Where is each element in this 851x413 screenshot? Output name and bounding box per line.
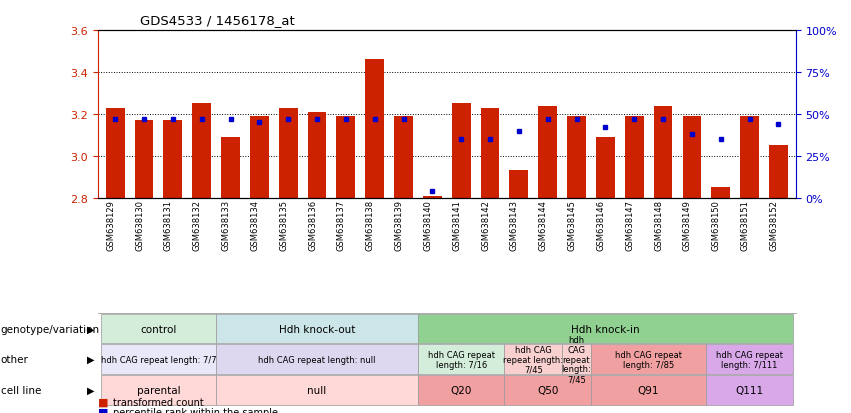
Text: ■: ■ xyxy=(98,407,108,413)
Bar xyxy=(250,117,269,198)
Text: hdh CAG repeat length: null: hdh CAG repeat length: null xyxy=(258,355,376,364)
Text: Q50: Q50 xyxy=(537,385,558,395)
Text: GSM638143: GSM638143 xyxy=(510,200,519,251)
Bar xyxy=(510,171,528,198)
Bar xyxy=(683,117,701,198)
Text: GSM638140: GSM638140 xyxy=(423,200,432,250)
Text: GSM638137: GSM638137 xyxy=(337,200,346,251)
Text: GSM638142: GSM638142 xyxy=(481,200,490,250)
Bar xyxy=(163,121,182,198)
Bar xyxy=(106,108,124,198)
Text: null: null xyxy=(307,385,327,395)
Text: other: other xyxy=(1,354,29,364)
Text: GSM638139: GSM638139 xyxy=(395,200,403,251)
Text: GSM638145: GSM638145 xyxy=(568,200,576,250)
Text: Q111: Q111 xyxy=(735,385,763,395)
Text: control: control xyxy=(140,324,177,334)
Text: GSM638150: GSM638150 xyxy=(711,200,721,250)
Bar xyxy=(336,117,355,198)
Text: GSM638151: GSM638151 xyxy=(740,200,750,250)
Text: hdh CAG repeat
length: 7/16: hdh CAG repeat length: 7/16 xyxy=(428,350,494,369)
Text: parental: parental xyxy=(137,385,180,395)
Text: ▶: ▶ xyxy=(88,385,94,395)
Bar xyxy=(423,196,442,198)
Text: GSM638148: GSM638148 xyxy=(654,200,663,251)
Bar xyxy=(711,188,730,198)
Text: hdh CAG
repeat length:
7/45: hdh CAG repeat length: 7/45 xyxy=(503,345,563,373)
Text: GSM638138: GSM638138 xyxy=(366,200,374,251)
Text: Q91: Q91 xyxy=(638,385,660,395)
Text: transformed count: transformed count xyxy=(113,397,204,407)
Text: ■: ■ xyxy=(98,397,108,407)
Text: Q20: Q20 xyxy=(450,385,472,395)
Bar xyxy=(596,138,614,198)
Text: GSM638147: GSM638147 xyxy=(625,200,634,251)
Text: hdh CAG repeat length: 7/7: hdh CAG repeat length: 7/7 xyxy=(100,355,216,364)
Bar xyxy=(192,104,211,198)
Bar xyxy=(654,106,672,198)
Text: GSM638132: GSM638132 xyxy=(192,200,202,251)
Text: GSM638149: GSM638149 xyxy=(683,200,692,250)
Bar xyxy=(740,117,759,198)
Text: GSM638134: GSM638134 xyxy=(250,200,260,251)
Bar xyxy=(308,112,327,198)
Text: GSM638152: GSM638152 xyxy=(769,200,779,250)
Text: hdh CAG repeat
length: 7/111: hdh CAG repeat length: 7/111 xyxy=(716,350,783,369)
Text: GSM638141: GSM638141 xyxy=(452,200,461,250)
Bar xyxy=(539,106,557,198)
Text: Hdh knock-in: Hdh knock-in xyxy=(571,324,640,334)
Text: GSM638135: GSM638135 xyxy=(279,200,288,251)
Text: Hdh knock-out: Hdh knock-out xyxy=(279,324,355,334)
Bar xyxy=(365,60,384,198)
Text: GSM638130: GSM638130 xyxy=(135,200,144,251)
Bar xyxy=(769,146,788,198)
Text: GSM638129: GSM638129 xyxy=(106,200,115,250)
Bar xyxy=(221,138,240,198)
Text: GDS4533 / 1456178_at: GDS4533 / 1456178_at xyxy=(140,14,295,27)
Bar xyxy=(567,117,585,198)
Text: ▶: ▶ xyxy=(88,354,94,364)
Text: GSM638136: GSM638136 xyxy=(308,200,317,251)
Text: GSM638131: GSM638131 xyxy=(164,200,173,251)
Text: percentile rank within the sample: percentile rank within the sample xyxy=(113,407,278,413)
Text: ▶: ▶ xyxy=(88,324,94,334)
Bar xyxy=(134,121,153,198)
Text: GSM638133: GSM638133 xyxy=(221,200,231,251)
Bar xyxy=(394,117,413,198)
Bar xyxy=(279,108,298,198)
Text: GSM638146: GSM638146 xyxy=(597,200,605,251)
Text: cell line: cell line xyxy=(1,385,41,395)
Text: GSM638144: GSM638144 xyxy=(539,200,548,250)
Text: genotype/variation: genotype/variation xyxy=(1,324,100,334)
Bar xyxy=(481,108,500,198)
Bar xyxy=(625,117,643,198)
Text: hdh CAG repeat
length: 7/85: hdh CAG repeat length: 7/85 xyxy=(615,350,683,369)
Bar xyxy=(452,104,471,198)
Text: hdh
CAG
repeat
length:
7/45: hdh CAG repeat length: 7/45 xyxy=(562,335,591,383)
